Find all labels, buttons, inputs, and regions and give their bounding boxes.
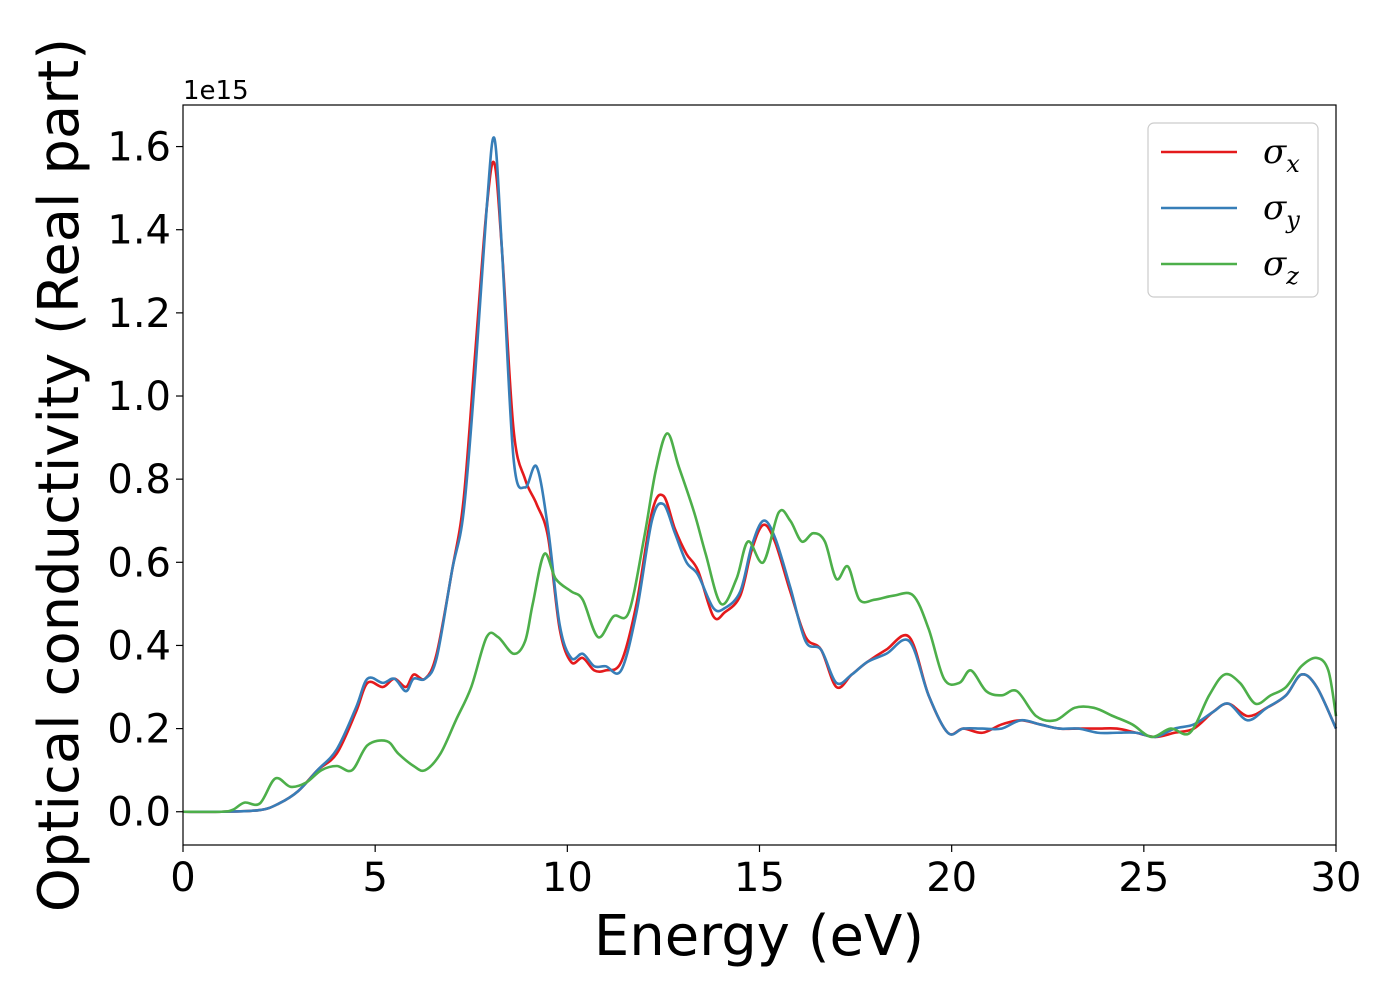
x-axis-ticks: 0 5 10 15 20 25 30 bbox=[170, 845, 1361, 901]
y-tick-label: 1.4 bbox=[107, 208, 171, 254]
x-axis-label: Energy (eV) bbox=[594, 904, 924, 969]
x-tick-label: 0 bbox=[170, 855, 195, 901]
x-tick-label: 20 bbox=[926, 855, 977, 901]
plot-frame bbox=[182, 104, 1337, 846]
legend-box bbox=[1147, 122, 1319, 298]
y-tick-label: 0.2 bbox=[107, 707, 171, 753]
plot-area bbox=[183, 105, 1336, 845]
y-offset-label: 1e15 bbox=[183, 76, 249, 106]
x-tick-label: 30 bbox=[1311, 855, 1362, 901]
x-tick-label: 10 bbox=[542, 855, 593, 901]
y-tick-label: 0.4 bbox=[107, 623, 171, 669]
x-tick-label: 5 bbox=[362, 855, 387, 901]
series-lines bbox=[182, 136, 1338, 814]
y-tick-label: 1.2 bbox=[107, 291, 171, 337]
y-axis-ticks: 0.0 0.2 0.4 0.6 0.8 1.0 1.2 1.4 1.6 bbox=[107, 125, 183, 836]
legend-label-y: σy bbox=[1263, 188, 1300, 234]
series-line-z bbox=[182, 432, 1338, 814]
y-axis-label: Optical conductivity (Real part) bbox=[27, 38, 92, 912]
x-tick-label: 15 bbox=[734, 855, 785, 901]
y-tick-label: 0.8 bbox=[107, 457, 171, 503]
x-tick-label: 25 bbox=[1118, 855, 1169, 901]
y-tick-label: 1.6 bbox=[107, 125, 171, 171]
y-tick-label: 0.0 bbox=[107, 790, 171, 836]
y-tick-label: 0.6 bbox=[107, 540, 171, 586]
y-tick-label: 1.0 bbox=[107, 374, 171, 420]
series-line-y bbox=[182, 136, 1338, 814]
